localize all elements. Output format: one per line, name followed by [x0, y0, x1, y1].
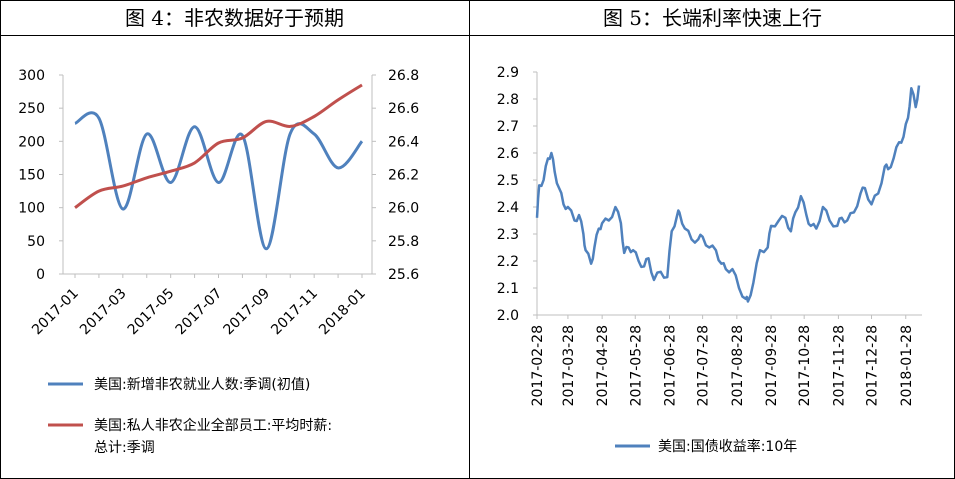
y-right-tick-label: 25.8 — [388, 234, 419, 250]
y-right-tick-label: 26.4 — [388, 134, 419, 150]
treasury-10y-yield-line — [535, 85, 921, 303]
nonfarm-payrolls-line — [74, 111, 364, 251]
y-tick-label: 2.8 — [497, 92, 519, 108]
y-left-tick-label: 50 — [27, 234, 45, 250]
title-divider — [0, 35, 955, 36]
y-tick-label: 2.1 — [497, 281, 519, 297]
y-left-tick-label: 0 — [36, 267, 45, 283]
y-tick-label: 2.5 — [497, 173, 519, 189]
x-tick-label: 2017-09 — [220, 286, 273, 339]
x-tick-label: 2017-11 — [268, 286, 321, 339]
y-tick-label: 2.6 — [497, 146, 519, 162]
x-tick-label: 2017-04-28 — [595, 325, 611, 406]
legend-label-treasury: 美国:国债收益率:10年 — [658, 438, 797, 455]
x-tick-label: 2017-01 — [29, 286, 82, 339]
x-tick-label: 2017-06-28 — [662, 325, 678, 406]
y-tick-label: 2.4 — [497, 200, 519, 216]
x-tick-label: 2018-01-28 — [899, 325, 915, 406]
x-tick-label: 2017-02-28 — [530, 325, 546, 406]
y-tick-label: 2.2 — [497, 254, 519, 270]
y-right-tick-label: 26.6 — [388, 101, 419, 117]
y-left-tick-label: 100 — [18, 201, 45, 217]
y-left-tick-label: 250 — [18, 101, 45, 117]
right-chart-title: 图 5：长端利率快速上行 — [602, 6, 823, 30]
x-tick-label: 2017-12-28 — [865, 325, 881, 406]
x-tick-label: 2017-08-28 — [730, 325, 746, 406]
y-tick-label: 2.7 — [497, 119, 519, 135]
y-right-tick-label: 26.0 — [388, 201, 419, 217]
y-tick-label: 2.9 — [497, 65, 519, 81]
y-left-tick-label: 200 — [18, 134, 45, 150]
x-tick-label: 2017-07-28 — [696, 325, 712, 406]
panel-divider — [469, 0, 470, 479]
x-tick-label: 2017-03-28 — [561, 325, 577, 406]
y-left-tick-label: 300 — [18, 68, 45, 84]
legend-label-earnings-line1: 美国:私人非农企业全部员工:平均时薪: — [94, 417, 332, 434]
y-right-tick-label: 26.2 — [388, 168, 419, 184]
x-tick-label: 2017-05-28 — [628, 325, 644, 406]
y-tick-label: 2.3 — [497, 227, 519, 243]
hourly-earnings-line — [74, 83, 363, 209]
x-tick-label: 2018-01 — [316, 286, 369, 339]
legend-label-nonfarm: 美国:新增非农就业人数:季调(初值) — [94, 376, 310, 393]
y-right-tick-label: 26.8 — [388, 68, 419, 84]
y-right-tick-label: 25.6 — [388, 267, 419, 283]
x-tick-label: 2017-11-28 — [831, 325, 847, 406]
legend-label-earnings-line2: 总计:季调 — [94, 440, 155, 456]
left-chart-title: 图 4：非农数据好于预期 — [124, 6, 345, 30]
y-tick-label: 2.0 — [497, 308, 519, 324]
x-tick-label: 2017-09-28 — [764, 325, 780, 406]
x-tick-label: 2017-10-28 — [797, 325, 813, 406]
y-left-tick-label: 150 — [18, 168, 45, 184]
x-tick-label: 2017-05 — [125, 286, 178, 339]
x-tick-label: 2017-03 — [77, 286, 130, 339]
x-tick-label: 2017-07 — [173, 286, 226, 339]
